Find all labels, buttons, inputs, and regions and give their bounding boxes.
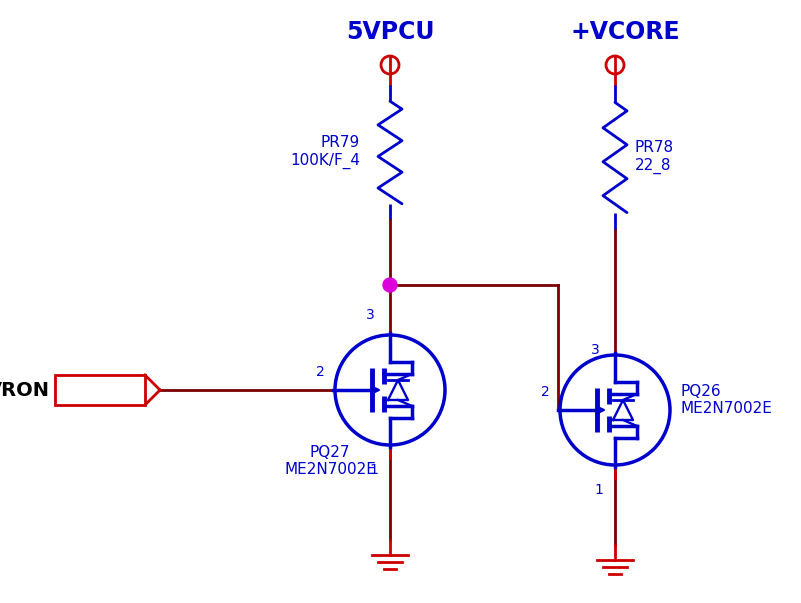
Text: +VCORE: +VCORE	[570, 20, 680, 44]
Text: PR79
100K/F_4: PR79 100K/F_4	[290, 135, 360, 169]
Text: PQ27
ME2N7002E: PQ27 ME2N7002E	[284, 445, 376, 478]
Text: 1: 1	[369, 463, 378, 477]
Circle shape	[383, 278, 397, 292]
Text: 5VPCU: 5VPCU	[346, 20, 434, 44]
Text: PR78
22_8: PR78 22_8	[635, 140, 674, 174]
Text: 3: 3	[591, 343, 600, 357]
Text: 1: 1	[594, 483, 603, 497]
Text: 3: 3	[366, 308, 375, 322]
Text: VRON: VRON	[0, 380, 50, 400]
Text: 2: 2	[541, 385, 550, 399]
Text: PQ26
ME2N7002E: PQ26 ME2N7002E	[680, 384, 772, 416]
Text: 2: 2	[316, 365, 325, 379]
